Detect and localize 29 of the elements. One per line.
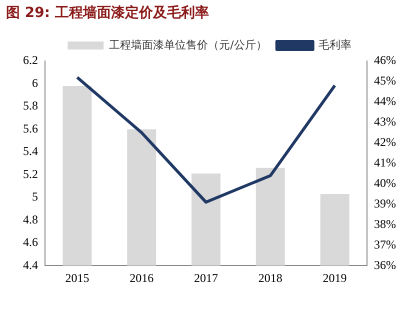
x-tick-label: 2018 — [258, 270, 282, 285]
y2-tick-label: 36% — [374, 258, 396, 272]
legend-label: 毛利率 — [318, 38, 352, 52]
y-tick-label: 5.2 — [23, 166, 38, 181]
y-tick-label: 4.6 — [23, 235, 38, 250]
y2-tick-label: 37% — [374, 237, 396, 252]
y2-tick-label: 41% — [374, 155, 396, 170]
y-tick-label: 5.6 — [23, 121, 38, 136]
y2-tick-label: 38% — [374, 216, 396, 231]
y-tick-label: 4.4 — [23, 258, 38, 272]
y2-tick-label: 43% — [374, 114, 396, 129]
y-tick-label: 5.4 — [23, 144, 38, 158]
y-tick-label: 5 — [32, 190, 38, 204]
y2-tick-label: 44% — [374, 94, 396, 108]
y-tick-label: 5.8 — [23, 98, 38, 113]
y2-tick-label: 46% — [374, 53, 396, 68]
y2-tick-label: 45% — [374, 74, 396, 88]
y-tick-label: 6 — [32, 76, 38, 90]
y2-tick-label: 42% — [374, 134, 396, 149]
y-tick-label: 4.8 — [23, 212, 38, 226]
chart-title: 图 29: 工程墙面漆定价及毛利率 — [6, 4, 209, 22]
y2-tick-label: 40% — [374, 176, 396, 190]
x-tick-label: 2016 — [130, 270, 154, 285]
x-tick-label: 2019 — [322, 270, 347, 285]
x-tick-label: 2015 — [65, 270, 90, 285]
x-tick-label: 2017 — [194, 270, 218, 285]
y2-tick-label: 39% — [374, 196, 396, 210]
legend-label: 工程墙面漆单位售价（元/公斤） — [109, 38, 267, 52]
y-tick-label: 6.2 — [23, 53, 38, 68]
